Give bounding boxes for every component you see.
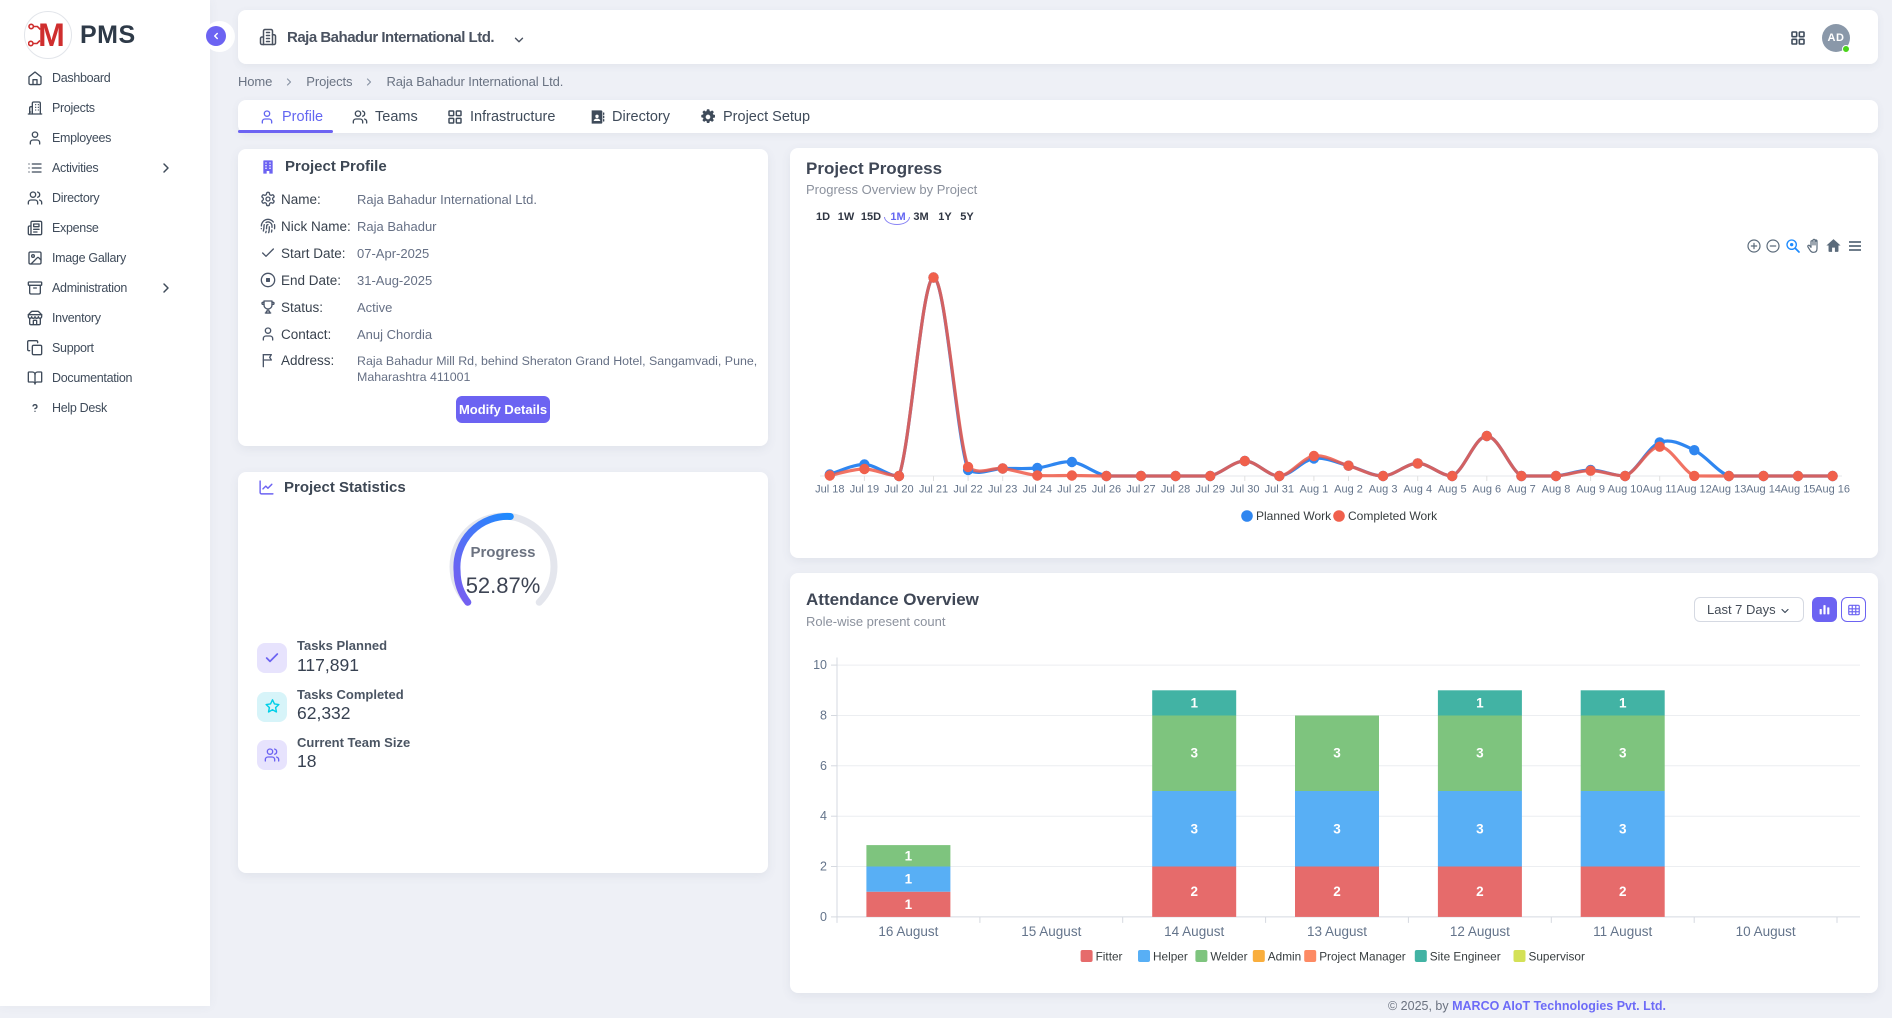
svg-text:14 August: 14 August [1164,924,1224,939]
svg-text:Jul 22: Jul 22 [953,484,982,496]
svg-text:1: 1 [1190,695,1198,710]
svg-text:Admin: Admin [1268,950,1301,964]
svg-text:Aug 5: Aug 5 [1438,484,1467,496]
svg-text:1: 1 [1476,695,1484,710]
svg-text:Jul 31: Jul 31 [1265,484,1294,496]
svg-text:3: 3 [1476,821,1484,836]
svg-text:3: 3 [1333,821,1341,836]
svg-text:10: 10 [813,658,827,672]
svg-text:6: 6 [820,759,827,773]
svg-text:Project Manager: Project Manager [1319,950,1406,964]
svg-text:Jul 30: Jul 30 [1230,484,1259,496]
svg-text:Aug 1: Aug 1 [1300,484,1329,496]
svg-text:13 August: 13 August [1307,924,1367,939]
svg-text:2: 2 [1190,884,1198,899]
svg-text:Planned Work: Planned Work [1256,509,1332,523]
svg-text:4: 4 [820,809,827,823]
svg-text:3: 3 [1190,821,1198,836]
svg-text:Aug 2: Aug 2 [1334,484,1363,496]
svg-text:8: 8 [820,709,827,723]
svg-text:1: 1 [905,848,913,863]
svg-text:0: 0 [820,910,827,924]
svg-text:Jul 25: Jul 25 [1057,484,1086,496]
svg-text:Jul 26: Jul 26 [1092,484,1121,496]
svg-text:Welder: Welder [1210,950,1247,964]
svg-text:1: 1 [905,872,913,887]
svg-text:3: 3 [1619,746,1627,761]
svg-text:Site Engineer: Site Engineer [1430,950,1501,964]
svg-text:Jul 28: Jul 28 [1161,484,1190,496]
svg-text:15 August: 15 August [1021,924,1081,939]
svg-text:Aug 14: Aug 14 [1746,484,1781,496]
svg-text:Aug 4: Aug 4 [1403,484,1432,496]
svg-text:16 August: 16 August [878,924,938,939]
svg-text:Aug 8: Aug 8 [1542,484,1571,496]
svg-text:3: 3 [1333,746,1341,761]
svg-text:Jul 29: Jul 29 [1196,484,1225,496]
svg-text:Aug 16: Aug 16 [1815,484,1850,496]
svg-text:12 August: 12 August [1450,924,1510,939]
svg-text:Supervisor: Supervisor [1529,950,1585,964]
svg-text:Aug 3: Aug 3 [1369,484,1398,496]
svg-text:Jul 19: Jul 19 [850,484,879,496]
svg-text:Jul 18: Jul 18 [815,484,844,496]
svg-text:2: 2 [1619,884,1627,899]
svg-text:11 August: 11 August [1593,924,1652,939]
svg-text:Fitter: Fitter [1096,950,1123,964]
svg-text:1: 1 [905,897,913,912]
svg-text:2: 2 [1476,884,1484,899]
svg-text:Completed Work: Completed Work [1348,509,1438,523]
svg-text:Aug 12: Aug 12 [1677,484,1712,496]
svg-text:Jul 21: Jul 21 [919,484,948,496]
svg-text:Aug 7: Aug 7 [1507,484,1536,496]
svg-text:10 August: 10 August [1736,924,1796,939]
svg-text:Aug 6: Aug 6 [1472,484,1501,496]
svg-text:2: 2 [820,860,827,874]
svg-text:Jul 24: Jul 24 [1023,484,1052,496]
svg-text:Aug 10: Aug 10 [1608,484,1643,496]
svg-text:3: 3 [1476,746,1484,761]
svg-text:Jul 20: Jul 20 [884,484,913,496]
svg-text:Jul 27: Jul 27 [1126,484,1155,496]
svg-text:Helper: Helper [1153,950,1188,964]
svg-text:Aug 15: Aug 15 [1781,484,1816,496]
svg-text:Aug 11: Aug 11 [1643,484,1677,496]
svg-text:2: 2 [1333,884,1341,899]
svg-text:Aug 13: Aug 13 [1711,484,1746,496]
svg-text:Aug 9: Aug 9 [1576,484,1605,496]
svg-text:3: 3 [1619,821,1627,836]
svg-text:Jul 23: Jul 23 [988,484,1017,496]
svg-text:3: 3 [1190,746,1198,761]
svg-text:1: 1 [1619,695,1627,710]
